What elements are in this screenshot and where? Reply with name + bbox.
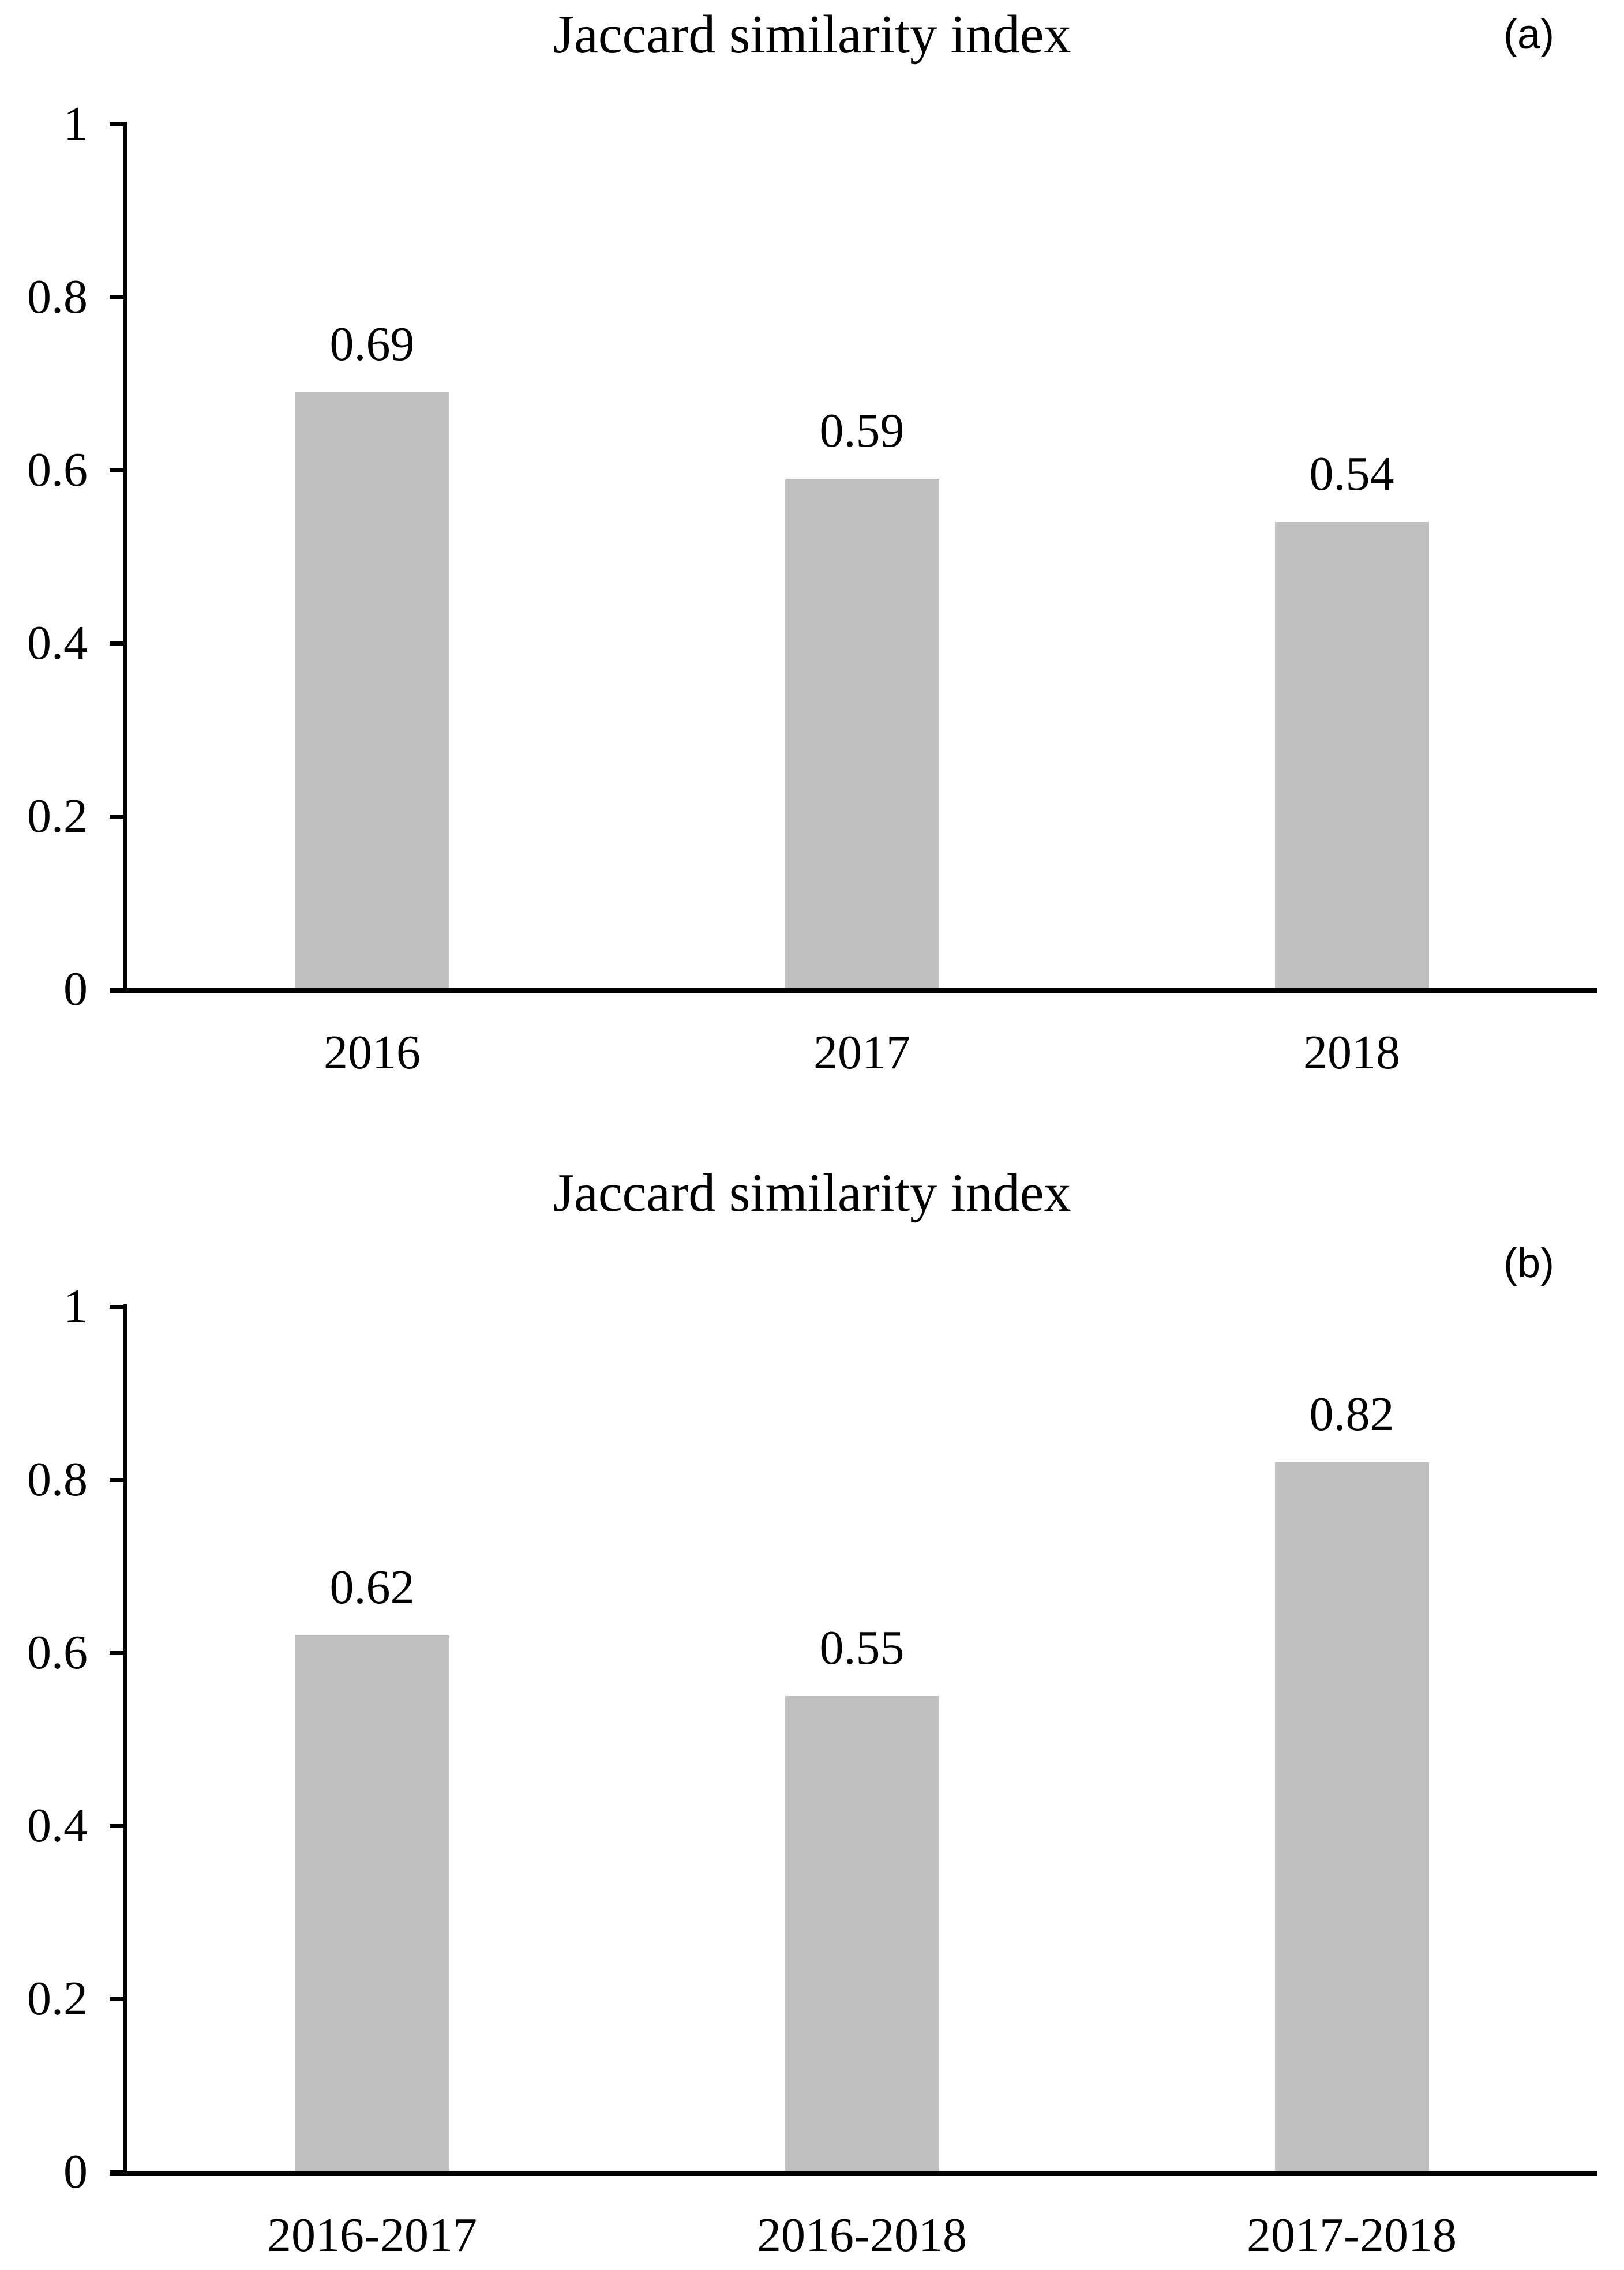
y-axis-tick-label: 1 [63,1280,88,1333]
y-axis-line [123,122,127,992]
y-axis-tick [110,295,127,299]
y-axis-tick-label: 0 [63,2145,88,2198]
x-category-label: 2016-2017 [267,2208,477,2262]
panel-label-a: (a) [1503,12,1554,58]
x-category-label: 2016 [324,1026,421,1079]
bar-value-label: 0.59 [819,404,905,457]
bar-value-label: 0.69 [329,317,415,371]
y-axis-tick-label: 1 [63,97,88,151]
x-category-label: 2016-2018 [757,2208,967,2262]
bar-2017-2018 [1274,1462,1429,2172]
bar-value-label: 0.55 [819,1621,905,1675]
y-axis-tick-label: 0.4 [27,616,88,670]
bar-2018 [1274,522,1429,989]
y-axis-tick [110,1824,127,1828]
y-axis-tick-label: 0.6 [27,1626,88,1679]
y-axis-tick [110,815,127,819]
x-category-label: 2018 [1303,1026,1400,1079]
panel-label-b: (b) [1503,1240,1554,1286]
y-axis-tick [110,641,127,646]
y-axis-tick-label: 0.8 [27,1453,88,1506]
x-axis-line [110,988,1597,993]
x-category-label: 2017-2018 [1247,2208,1457,2262]
y-axis-tick [110,1997,127,2001]
x-axis-line [110,2171,1597,2176]
bar-2016-2018 [785,1696,939,2172]
y-axis-tick-label: 0.2 [27,789,88,843]
chart-title-b: Jaccard similarity index [553,1163,1071,1223]
y-axis-tick-label: 0.4 [27,1799,88,1852]
bar-2017 [785,479,939,989]
y-axis-tick-label: 0.6 [27,443,88,497]
x-category-label: 2017 [813,1026,910,1079]
y-axis-tick [110,1305,127,1309]
y-axis-tick-label: 0.8 [27,270,88,324]
bar-2016 [295,392,449,989]
y-axis-tick [110,1651,127,1655]
y-axis-tick [110,122,127,126]
bar-value-label: 0.54 [1309,447,1394,501]
bar-2016-2017 [295,1635,449,2172]
y-axis-tick-label: 0 [63,962,88,1016]
chart-title-a: Jaccard similarity index [553,5,1071,65]
y-axis-tick-label: 0.2 [27,1972,88,2025]
y-axis-tick [110,468,127,472]
bar-value-label: 0.82 [1309,1387,1394,1441]
y-axis-tick [110,1478,127,1482]
bar-value-label: 0.62 [329,1560,415,1614]
y-axis-line [123,1304,127,2174]
